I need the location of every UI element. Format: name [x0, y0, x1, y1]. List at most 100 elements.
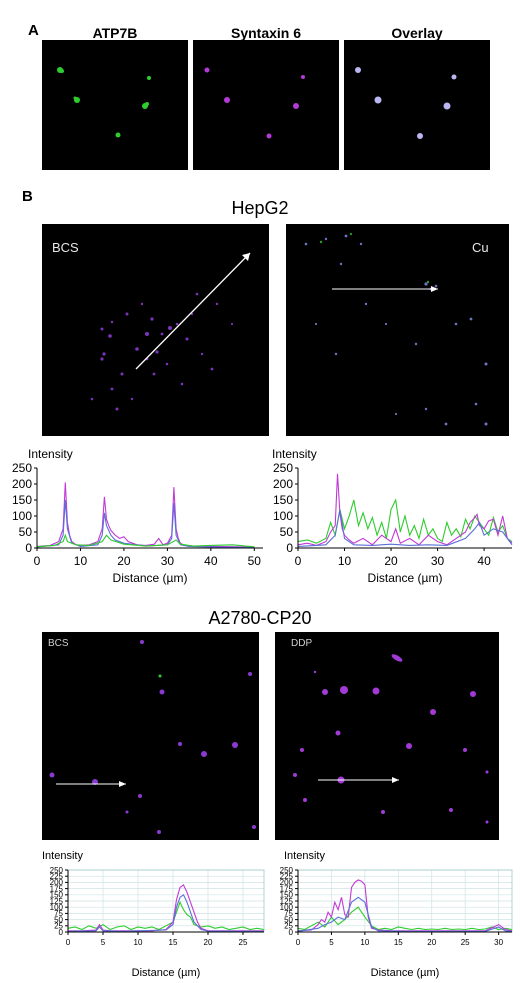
- series-line-2: [36, 533, 255, 548]
- plot-hepg2-bcs: 0 50 100 150 200 250 0 10 20 30 40 50 Distance (µm): [12, 461, 263, 585]
- x-tick-label: 20: [427, 938, 436, 947]
- y-tick-label: 150: [50, 891, 64, 900]
- series-line-0: [67, 900, 265, 931]
- x-tick-label: 10: [134, 938, 143, 947]
- y-tick-label: 150: [280, 891, 294, 900]
- series-line-0: [297, 498, 513, 544]
- series-line-1: [36, 499, 255, 548]
- x-tick-label: 15: [169, 938, 178, 947]
- x-tick-label: 0: [66, 938, 71, 947]
- x-tick-label: 50: [248, 554, 262, 568]
- y-tick-label: 100: [50, 903, 64, 912]
- panel-a-letter: A: [28, 22, 39, 39]
- series-line-1: [68, 884, 264, 932]
- y-tick-label: 0: [25, 541, 32, 555]
- arrow-head: [242, 253, 250, 261]
- plot4-ylabel: Intensity: [284, 850, 325, 862]
- x-tick-label: 15: [394, 938, 403, 947]
- y-tick-label: 250: [280, 866, 294, 875]
- y-tick-label: 50: [280, 525, 294, 539]
- x-tick-label: 30: [431, 554, 445, 568]
- overlay-spots: [355, 67, 457, 139]
- y-tick-label: 150: [273, 493, 293, 507]
- atp7b-spots: [57, 67, 151, 138]
- x-axis-label: Distance (µm): [113, 571, 188, 585]
- y-tick-label: 100: [273, 509, 293, 523]
- y-tick-label: 0: [289, 928, 294, 937]
- x-axis-label: Distance (µm): [371, 967, 440, 979]
- x-axis-label: Distance (µm): [368, 571, 443, 585]
- y-tick-label: 175: [50, 884, 64, 893]
- a2780-ddp-label: DDP: [291, 638, 313, 649]
- x-tick-label: 10: [338, 554, 352, 568]
- plot-hepg2-cu: 0 50 100 150 200 250 0 10 20 30 40 Distance (µm): [273, 461, 513, 585]
- a2780-title: A2780-CP20: [208, 608, 312, 628]
- y-tick-label: 200: [280, 878, 294, 887]
- plot1-ylabel: Intensity: [28, 447, 73, 461]
- y-tick-label: 50: [54, 915, 63, 924]
- series-line-0: [297, 906, 513, 931]
- y-tick-label: 225: [50, 872, 64, 881]
- y-tick-label: 25: [284, 922, 293, 931]
- micrograph-hepg2-bcs: BCS: [42, 224, 269, 436]
- x-tick-label: 40: [477, 554, 491, 568]
- panel-b-letter: B: [22, 188, 33, 205]
- x-tick-label: 20: [384, 554, 398, 568]
- plot2-ylabel: Intensity: [272, 447, 317, 461]
- hepg2-bcs-label: BCS: [52, 240, 79, 255]
- x-tick-label: 20: [117, 554, 131, 568]
- col-title-syntaxin: Syntaxin 6: [230, 25, 302, 41]
- y-tick-label: 100: [12, 509, 32, 523]
- series-line-2: [297, 509, 513, 547]
- y-tick-label: 125: [280, 897, 294, 906]
- y-tick-label: 50: [19, 525, 33, 539]
- micrograph-a2780-bcs: BCS: [42, 632, 259, 840]
- x-tick-label: 0: [34, 554, 41, 568]
- line-profile-arrow: [135, 252, 251, 370]
- y-tick-label: 25: [54, 922, 63, 931]
- arrow-head-a2780-ddp: [392, 777, 399, 783]
- x-tick-label: 5: [101, 938, 106, 947]
- y-tick-label: 250: [50, 866, 64, 875]
- y-tick-label: 100: [280, 903, 294, 912]
- x-tick-label: 25: [461, 938, 470, 947]
- x-tick-label: 5: [329, 938, 334, 947]
- y-tick-label: 175: [280, 884, 294, 893]
- x-tick-label: 10: [74, 554, 88, 568]
- micrograph-atp7b: [42, 40, 188, 170]
- y-tick-label: 200: [273, 477, 293, 491]
- micrograph-syntaxin6: [193, 40, 339, 170]
- series-line-1: [297, 473, 513, 546]
- micrograph-overlay: [344, 40, 490, 170]
- x-axis-label: Distance (µm): [132, 967, 201, 979]
- y-tick-label: 75: [284, 909, 293, 918]
- y-tick-label: 0: [286, 541, 293, 555]
- a2780-bcs-cells: [49, 640, 256, 834]
- x-tick-label: 0: [295, 554, 302, 568]
- y-tick-label: 125: [50, 897, 64, 906]
- y-tick-label: 225: [280, 872, 294, 881]
- x-tick-label: 0: [296, 938, 301, 947]
- hepg2-cu-cells: [304, 232, 488, 426]
- hepg2-title: HepG2: [231, 198, 289, 218]
- plot3-ylabel: Intensity: [42, 850, 83, 862]
- y-tick-label: 200: [50, 878, 64, 887]
- hepg2-cu-label: Cu: [472, 240, 489, 255]
- x-tick-label: 30: [494, 938, 503, 947]
- x-tick-label: 30: [161, 554, 175, 568]
- y-tick-label: 50: [284, 915, 293, 924]
- series-line-2: [67, 893, 264, 932]
- a2780-bcs-label: BCS: [48, 638, 69, 649]
- col-title-atp7b: ATP7B: [92, 25, 138, 41]
- y-tick-label: 250: [12, 461, 32, 475]
- x-tick-label: 40: [204, 554, 218, 568]
- arrow-head-cu: [431, 286, 438, 292]
- series-line-2: [297, 896, 513, 932]
- micrograph-a2780-ddp: DDP: [275, 632, 499, 840]
- y-tick-label: 250: [273, 461, 293, 475]
- x-tick-label: 20: [204, 938, 213, 947]
- a2780-ddp-cells: [293, 654, 489, 824]
- y-tick-label: 150: [12, 493, 32, 507]
